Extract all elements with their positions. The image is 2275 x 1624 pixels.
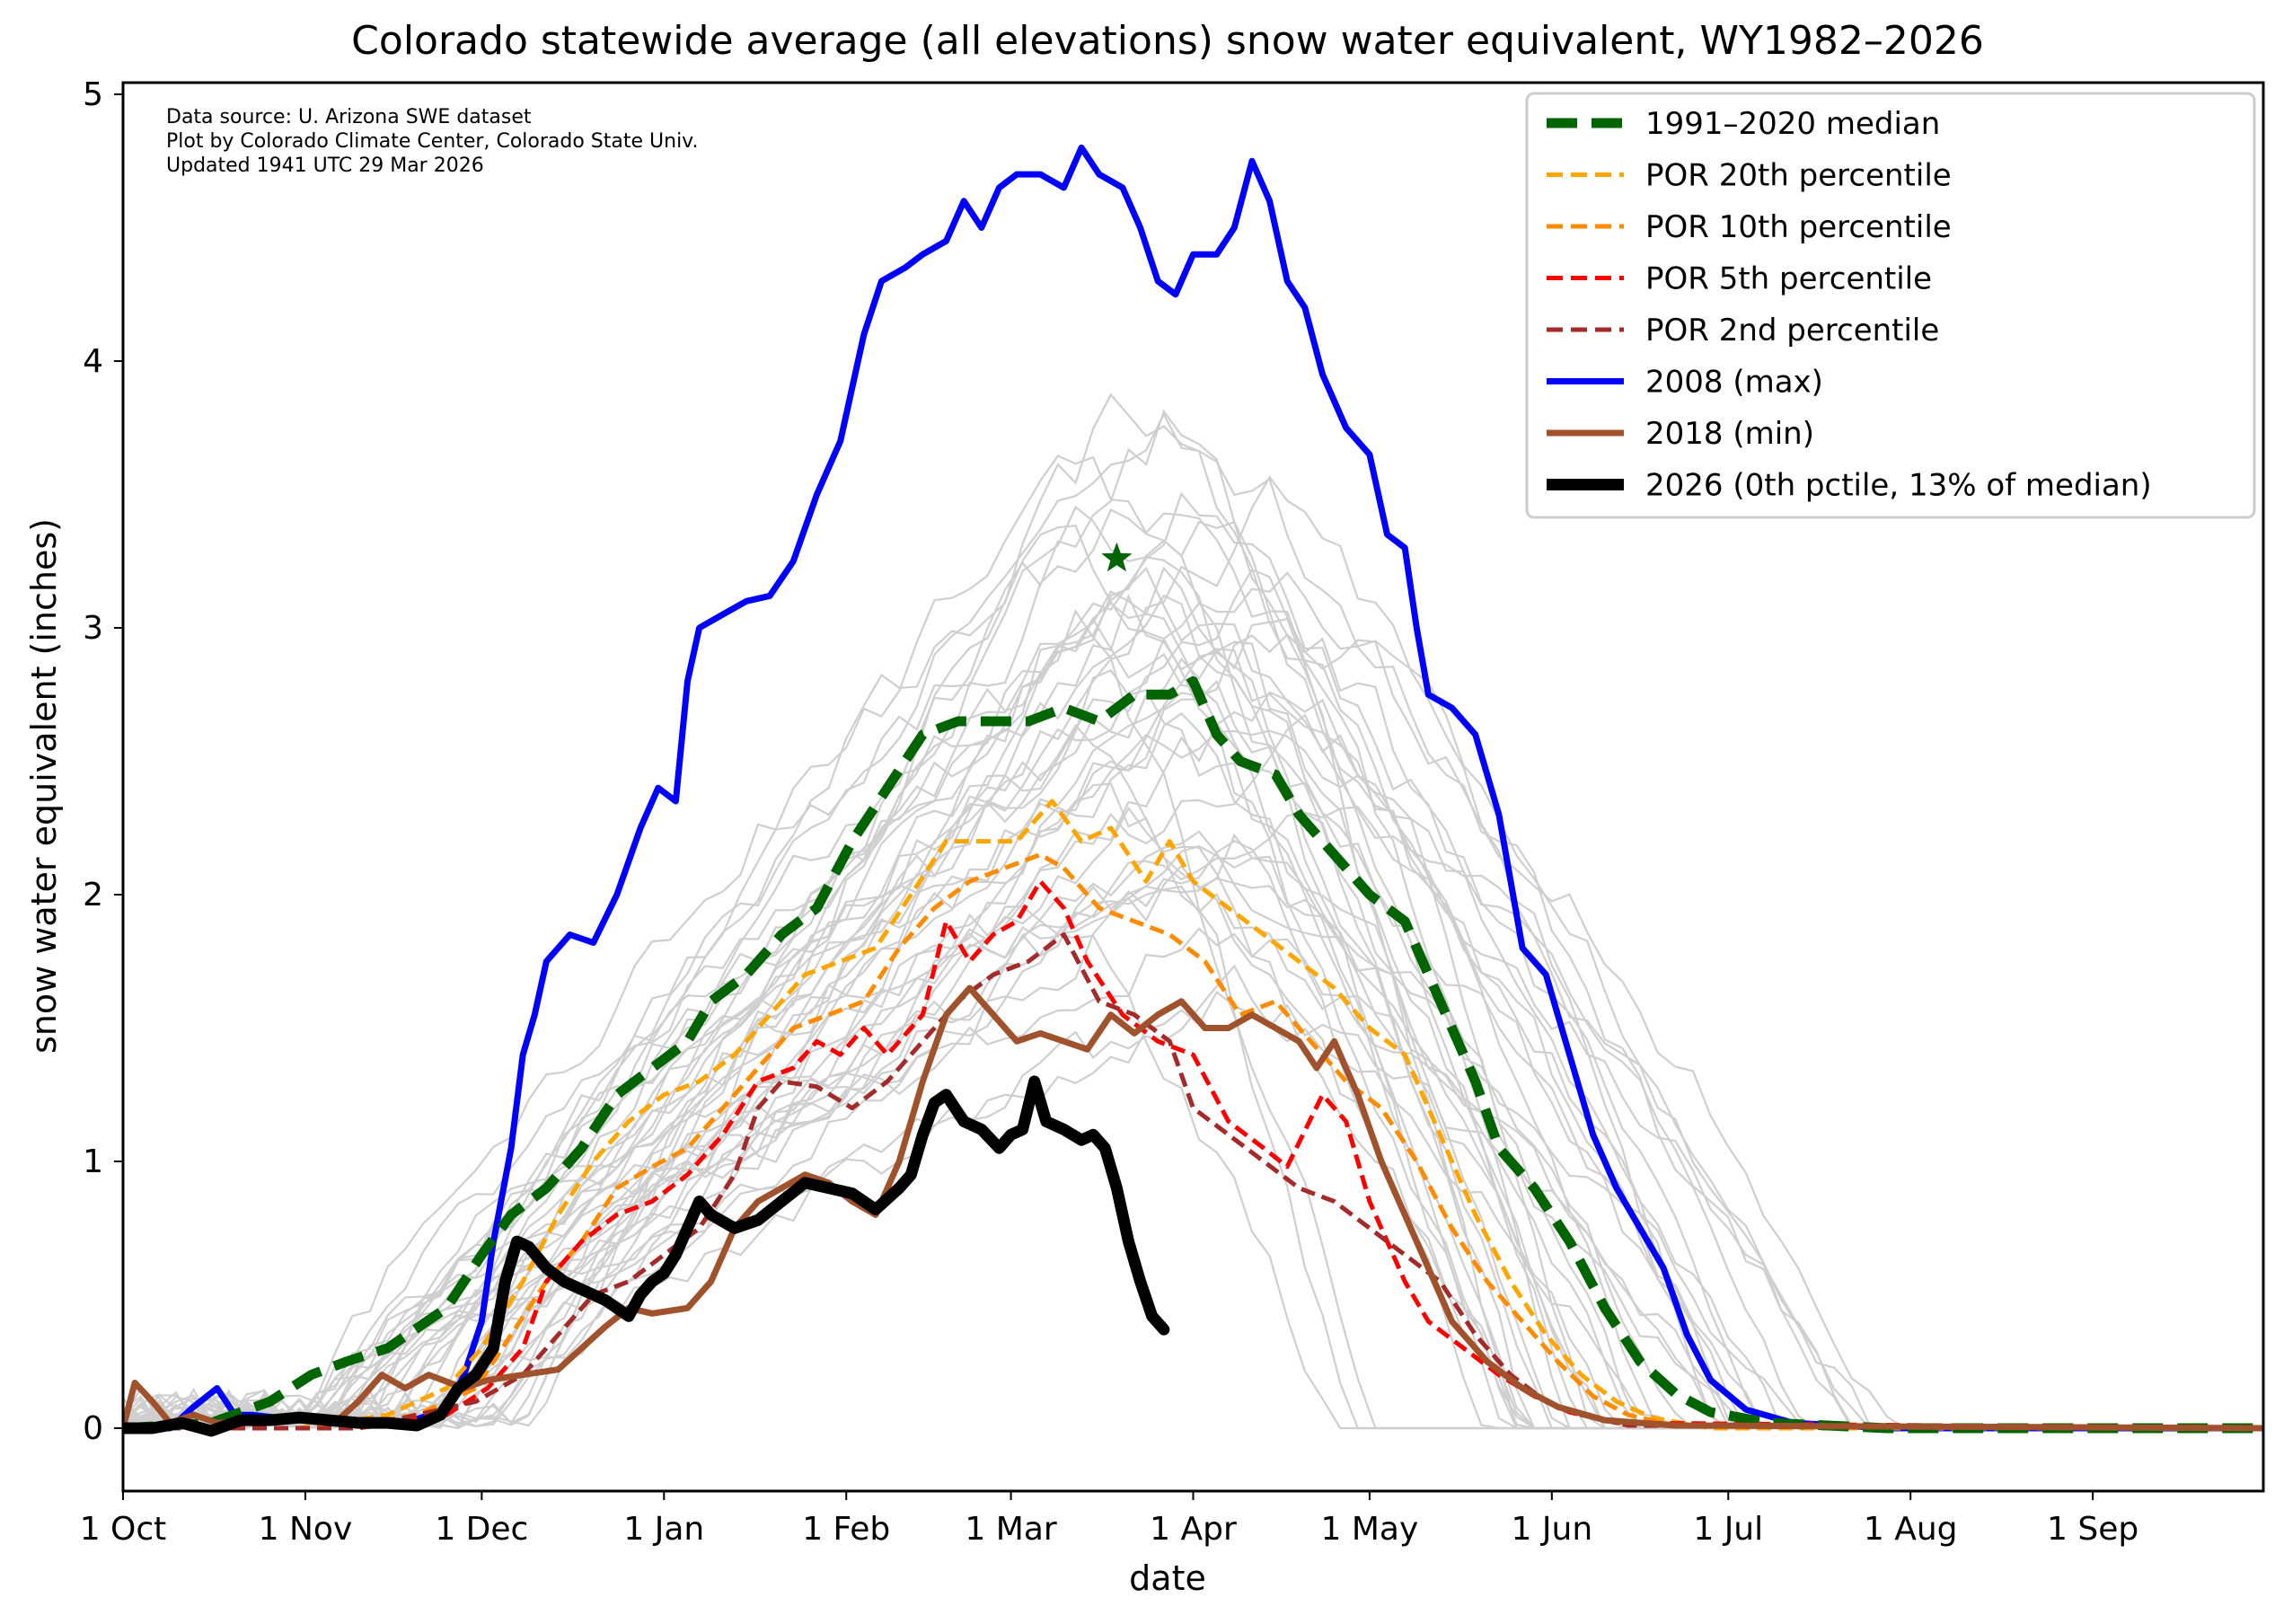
x-tick-label: 1 Sep — [2047, 1511, 2138, 1548]
gray-year-line — [123, 455, 2258, 1430]
gray-year-line — [123, 566, 2258, 1430]
note-line-source: Data source: U. Arizona SWE dataset — [166, 106, 532, 128]
y-tick-label: 2 — [83, 877, 103, 914]
median-peak-star-marker — [1101, 542, 1133, 572]
legend-item: POR 5th percentile — [1547, 261, 1932, 297]
series-line-2018-min — [123, 984, 2263, 1432]
x-axis-label: date — [1129, 1558, 1206, 1598]
x-tick-label: 1 Dec — [435, 1511, 528, 1548]
legend-label: POR 10th percentile — [1645, 209, 1952, 245]
y-tick-label: 0 — [83, 1410, 103, 1447]
legend-item: 1991–2020 median — [1547, 106, 1940, 142]
y-tick-label: 4 — [83, 343, 103, 380]
series-line-1991-2020-median — [123, 675, 2263, 1434]
gray-year-line — [123, 711, 2258, 1430]
y-tick-label: 5 — [83, 76, 103, 113]
gray-year-lines — [123, 393, 2258, 1430]
legend-item: 2008 (max) — [1547, 365, 1823, 401]
x-tick-label: 1 May — [1321, 1511, 1419, 1548]
gray-year-line — [123, 651, 2258, 1430]
series-line-por-2nd-percentile — [123, 932, 2263, 1431]
legend-label: 2018 (min) — [1645, 416, 1814, 452]
legend: 1991–2020 median POR 20th percentile POR 1… — [1525, 92, 2256, 519]
gray-year-line — [123, 617, 2258, 1430]
series-layer — [123, 144, 2263, 1437]
source-note: Data source: U. Arizona SWE dataset Plot… — [166, 106, 699, 177]
gray-year-line — [123, 411, 2258, 1430]
marker-layer — [1101, 542, 1133, 572]
plot-area — [123, 144, 2263, 1437]
legend-item: 2026 (0th pctile, 13% of median) — [1547, 468, 2152, 504]
x-tick-label: 1 Mar — [965, 1511, 1056, 1548]
legend-box — [1525, 92, 2256, 519]
gray-year-line — [123, 964, 2258, 1430]
x-tick-label: 1 Aug — [1864, 1511, 1958, 1548]
series-line-por-5th-percentile — [123, 878, 2263, 1431]
gray-year-line — [123, 830, 2258, 1430]
y-axis-label: snow water equivalent (inches) — [24, 518, 64, 1054]
legend-item: POR 10th percentile — [1547, 209, 1952, 245]
legend-label: 2008 (max) — [1645, 365, 1823, 401]
gray-year-line — [123, 570, 2258, 1430]
gray-year-line — [123, 668, 2258, 1430]
y-axis-ticks: 0 1 2 3 4 5 — [83, 76, 123, 1447]
chart-title: Colorado statewide average (all elevatio… — [351, 18, 1984, 64]
legend-label: 2026 (0th pctile, 13% of median) — [1645, 468, 2152, 504]
series-line-por-20th-percentile — [123, 799, 2263, 1431]
gray-year-line — [123, 713, 2258, 1430]
legend-item: 2018 (min) — [1547, 416, 1814, 452]
series-line-por-10th-percentile — [123, 852, 2263, 1431]
x-tick-label: 1 Jun — [1512, 1511, 1593, 1548]
gray-year-line — [123, 409, 2258, 1430]
legend-label: 1991–2020 median — [1645, 106, 1940, 142]
gray-year-line — [123, 566, 2258, 1430]
gray-year-line — [123, 568, 2258, 1430]
x-tick-label: 1 Oct — [80, 1511, 167, 1548]
gray-year-line — [123, 927, 2258, 1430]
x-tick-label: 1 Jan — [623, 1511, 704, 1548]
legend-label: POR 20th percentile — [1645, 158, 1952, 194]
series-line-2008-max — [123, 144, 2263, 1432]
note-line-updated: Updated 1941 UTC 29 Mar 2026 — [166, 154, 484, 177]
gray-year-line — [123, 621, 2258, 1430]
x-tick-label: 1 Jul — [1693, 1511, 1763, 1548]
gray-year-line — [123, 905, 2258, 1430]
note-line-plotby: Plot by Colorado Climate Center, Colorad… — [166, 130, 699, 153]
gray-year-line — [123, 729, 2258, 1430]
y-tick-label: 3 — [83, 610, 103, 647]
legend-label: POR 2nd percentile — [1645, 313, 1939, 349]
x-tick-label: 1 Nov — [259, 1511, 353, 1548]
legend-item: POR 20th percentile — [1547, 158, 1952, 194]
gray-year-line — [123, 525, 2258, 1430]
gray-year-line — [123, 844, 2258, 1430]
series-line-2026-0th-pctile-13-of-median — [123, 1075, 1170, 1437]
x-axis-ticks: 1 Oct 1 Nov 1 Dec 1 Jan 1 Feb 1 Mar 1 Apr 1 May… — [80, 1491, 2138, 1548]
gray-year-line — [123, 393, 2258, 1430]
legend-item: POR 2nd percentile — [1547, 313, 1939, 349]
gray-year-line — [123, 723, 2258, 1430]
x-tick-label: 1 Feb — [802, 1511, 890, 1548]
y-tick-label: 1 — [83, 1143, 103, 1180]
legend-label: POR 5th percentile — [1645, 261, 1932, 297]
x-tick-label: 1 Apr — [1150, 1511, 1237, 1548]
